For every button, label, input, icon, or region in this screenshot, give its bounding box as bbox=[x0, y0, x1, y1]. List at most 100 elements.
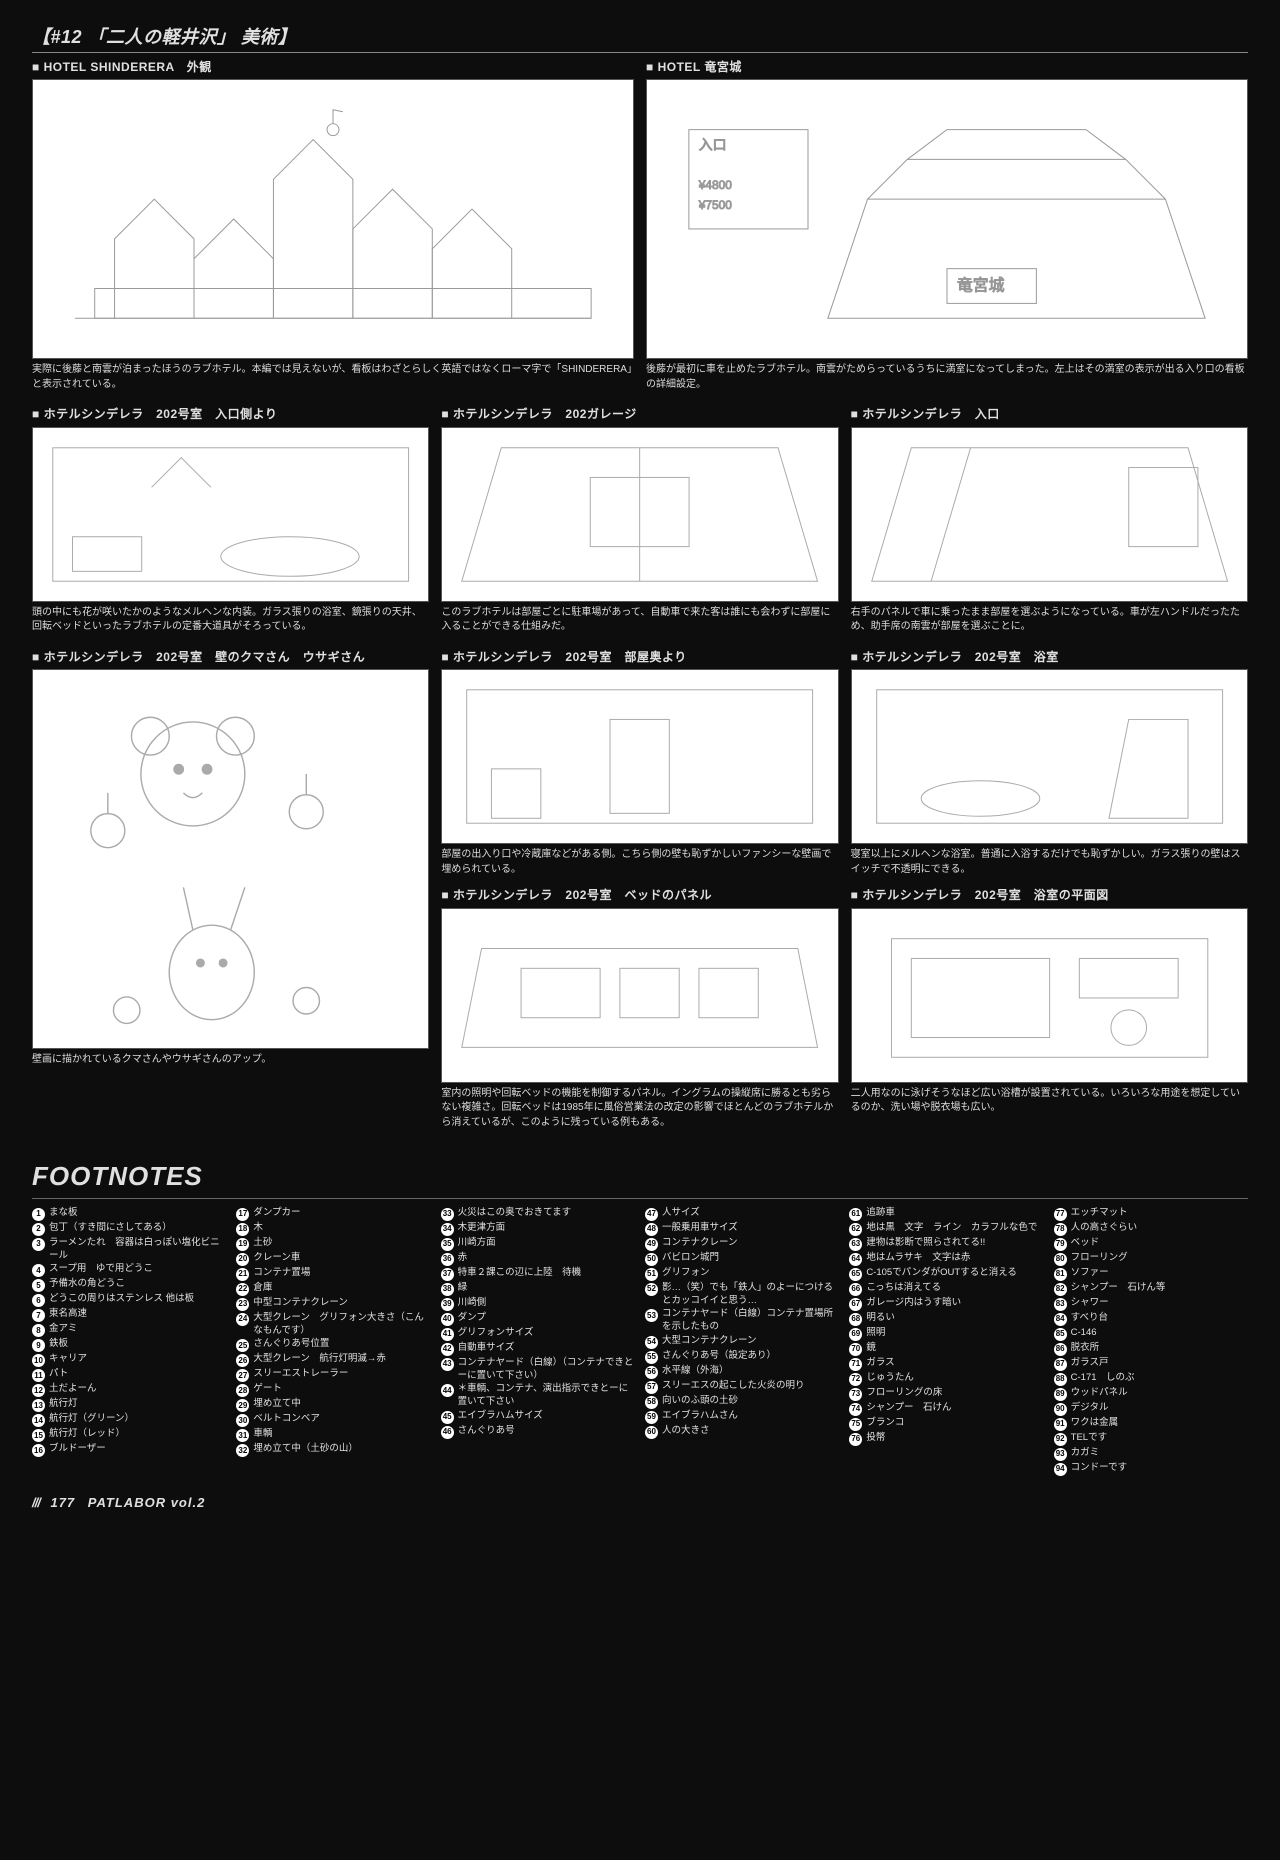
panel-row-2: ホテルシンデレラ 202号室 入口側より 頭の中にも花が咲いたかのようなメルヘン… bbox=[32, 406, 1248, 644]
footnote-text: グリフォン bbox=[662, 1267, 710, 1280]
footnote-text: シャンプー 石けん等 bbox=[1071, 1282, 1166, 1295]
footnote-number: 52 bbox=[645, 1283, 658, 1296]
panel: ホテルシンデレラ 202号室 壁のクマさん ウサギさん 壁画に描かれているクマさ… bbox=[32, 649, 429, 1140]
sketch-bathroom-floorplan bbox=[851, 908, 1248, 1083]
footnote-text: 火災はこの奥でおきてます bbox=[458, 1207, 572, 1220]
footnote-text: キャリア bbox=[49, 1353, 87, 1366]
footnote-number: 71 bbox=[849, 1358, 862, 1371]
footnote-number: 45 bbox=[441, 1411, 454, 1424]
footnote-number: 21 bbox=[236, 1268, 249, 1281]
footnote-text: シャワー bbox=[1071, 1297, 1109, 1310]
footnote-number: 35 bbox=[441, 1238, 454, 1251]
footnote-item: 83 シャワー bbox=[1054, 1297, 1248, 1311]
footnote-text: 人の大きさ bbox=[662, 1425, 710, 1438]
footnote-text: 脱衣所 bbox=[1071, 1342, 1100, 1355]
footnote-number: 5 bbox=[32, 1279, 45, 1292]
footnote-item: 42自動車サイズ bbox=[441, 1342, 635, 1356]
footnote-item: 93カガミ bbox=[1054, 1447, 1248, 1461]
footnote-text: 追跡車 bbox=[866, 1207, 895, 1220]
footnote-text: 大型コンテナクレーン bbox=[662, 1335, 757, 1348]
footnote-text: 自動車サイズ bbox=[458, 1342, 515, 1355]
footnote-text: 特車２課この辺に上陸 待機 bbox=[458, 1267, 582, 1280]
footnote-text: エイブラハムさん bbox=[662, 1410, 738, 1423]
footnote-item: 39川崎側 bbox=[441, 1297, 635, 1311]
footnote-number: 43 bbox=[441, 1358, 454, 1371]
footnote-text: じゅうたん bbox=[866, 1372, 914, 1385]
footnote-text: コンテナ置場 bbox=[253, 1267, 310, 1280]
footnote-number: 7 bbox=[32, 1309, 45, 1322]
footnote-number: 87 bbox=[1054, 1358, 1067, 1371]
footnote-text: 人サイズ bbox=[662, 1207, 700, 1220]
footnote-text: 影…（笑）でも「鉄人」のよーにつけるとカッコイイと思う… bbox=[662, 1282, 839, 1308]
footnote-number: 2 bbox=[32, 1223, 45, 1236]
footnote-text: さんぐりあ号位置 bbox=[253, 1338, 329, 1351]
footnote-number: 88 bbox=[1054, 1373, 1067, 1386]
footnote-item: 63建物は影断で照らされてる!! bbox=[849, 1237, 1043, 1251]
footnote-number: 77 bbox=[1054, 1208, 1067, 1221]
footnote-number: 18 bbox=[236, 1223, 249, 1236]
panel-caption: このラブホテルは部屋ごとに駐車場があって、自動車で来た客は誰にも会わずに部屋に入… bbox=[441, 606, 838, 635]
footnote-number: 3 bbox=[32, 1238, 45, 1251]
footnote-number: 64 bbox=[849, 1253, 862, 1266]
svg-text:入口: 入口 bbox=[699, 137, 727, 153]
footnote-text: パト bbox=[49, 1368, 68, 1381]
footnote-item: 86脱衣所 bbox=[1054, 1342, 1248, 1356]
footnote-text: ソファー bbox=[1071, 1267, 1109, 1280]
footnote-number: 90 bbox=[1054, 1403, 1067, 1416]
footnote-item: 89ウッドパネル bbox=[1054, 1387, 1248, 1401]
footer-bars: /// bbox=[32, 1495, 40, 1510]
footnote-text: 埋め立て中（土砂の山） bbox=[253, 1443, 358, 1456]
footnote-text: ブルドーザー bbox=[49, 1443, 106, 1456]
footnote-item: 50バビロン城門 bbox=[645, 1252, 839, 1266]
footnote-number: 39 bbox=[441, 1298, 454, 1311]
panel-caption: 後藤が最初に車を止めたラブホテル。南雲がためらっているうちに満室になってしまった… bbox=[646, 363, 1248, 392]
episode-title: 【#12 「二人の軽井沢」 美術】 bbox=[32, 24, 1248, 53]
footnote-text: コンドーです bbox=[1071, 1462, 1127, 1475]
footnote-text: ブランコ bbox=[866, 1417, 904, 1430]
footnote-number: 49 bbox=[645, 1238, 658, 1251]
footnote-number: 83 bbox=[1054, 1298, 1067, 1311]
footnote-number: 55 bbox=[645, 1351, 658, 1364]
footnote-item: 81ソファー bbox=[1054, 1267, 1248, 1281]
footnote-number: 38 bbox=[441, 1283, 454, 1296]
footnote-column: 33火災はこの奥でおきてます34木更津方面35川崎方面36赤37特車２課この辺に… bbox=[441, 1207, 635, 1476]
footnote-item: 17ダンプカー bbox=[236, 1207, 430, 1221]
footnote-text: 包丁（すき間にさしてある） bbox=[49, 1222, 172, 1235]
footnote-number: 15 bbox=[32, 1429, 45, 1442]
footnote-number: 51 bbox=[645, 1268, 658, 1281]
footnote-item: 54大型コンテナクレーン bbox=[645, 1335, 839, 1349]
footnote-text: 川崎方面 bbox=[458, 1237, 496, 1250]
footnote-item: 75ブランコ bbox=[849, 1417, 1043, 1431]
panel-caption: 寝室以上にメルヘンな浴室。普通に入浴するだけでも恥ずかしい。ガラス張りの壁はスイ… bbox=[851, 848, 1248, 877]
panel-row-3: ホテルシンデレラ 202号室 壁のクマさん ウサギさん 壁画に描かれているクマさ… bbox=[32, 649, 1248, 1140]
panel-stack: ホテルシンデレラ 202号室 部屋奥より 部屋の出入り口や冷蔵庫などがある側。こ… bbox=[441, 649, 838, 1140]
footnote-text: さんぐりあ号 bbox=[458, 1425, 515, 1438]
footnote-number: 91 bbox=[1054, 1418, 1067, 1431]
footnote-item: 44＊車輌、コンテナ、演出指示できとーに置いて下さい bbox=[441, 1383, 635, 1409]
footnote-item: 20クレーン車 bbox=[236, 1252, 430, 1266]
panel: HOTEL 竜宮城 入口 ¥4800¥7500 竜宮城 後藤が最初に車を止めたラ… bbox=[646, 59, 1248, 402]
footnote-item: 91ワクは金属 bbox=[1054, 1417, 1248, 1431]
footnote-text: フローリングの床 bbox=[866, 1387, 942, 1400]
footnote-text: まな板 bbox=[49, 1207, 78, 1220]
footnote-item: 13航行灯 bbox=[32, 1398, 226, 1412]
footnote-number: 73 bbox=[849, 1388, 862, 1401]
footnote-item: 47人サイズ bbox=[645, 1207, 839, 1221]
footnote-number: 76 bbox=[849, 1433, 862, 1446]
footnote-number: 80 bbox=[1054, 1253, 1067, 1266]
footnote-item: 52 影…（笑）でも「鉄人」のよーにつけるとカッコイイと思う… bbox=[645, 1282, 839, 1308]
footnote-text: C-105でパンダがOUTすると消える bbox=[866, 1267, 1017, 1280]
footnote-text: 緑 bbox=[458, 1282, 468, 1295]
footnote-item: 43コンテナヤード（白線）（コンテナできとーに置いて下さい） bbox=[441, 1357, 635, 1383]
footnote-item: 94 コンドーです bbox=[1054, 1462, 1248, 1476]
footnote-item: 78人の高さぐらい bbox=[1054, 1222, 1248, 1236]
panel-title: HOTEL SHINDERERA 外観 bbox=[32, 59, 634, 76]
footnote-column: 47人サイズ48一般乗用車サイズ49コンテナクレーン50バビロン城門51グリフォ… bbox=[645, 1207, 839, 1476]
footnote-number: 94 bbox=[1054, 1463, 1067, 1476]
footnote-item: 88C-171 しのぶ bbox=[1054, 1372, 1248, 1386]
footnote-item: 61 追跡車 bbox=[849, 1207, 1043, 1221]
footnote-number: 61 bbox=[849, 1208, 862, 1221]
footnote-item: 90デジタル bbox=[1054, 1402, 1248, 1416]
footnote-text: 土砂 bbox=[253, 1237, 272, 1250]
footnote-text: こっちは消えてる bbox=[866, 1282, 941, 1295]
